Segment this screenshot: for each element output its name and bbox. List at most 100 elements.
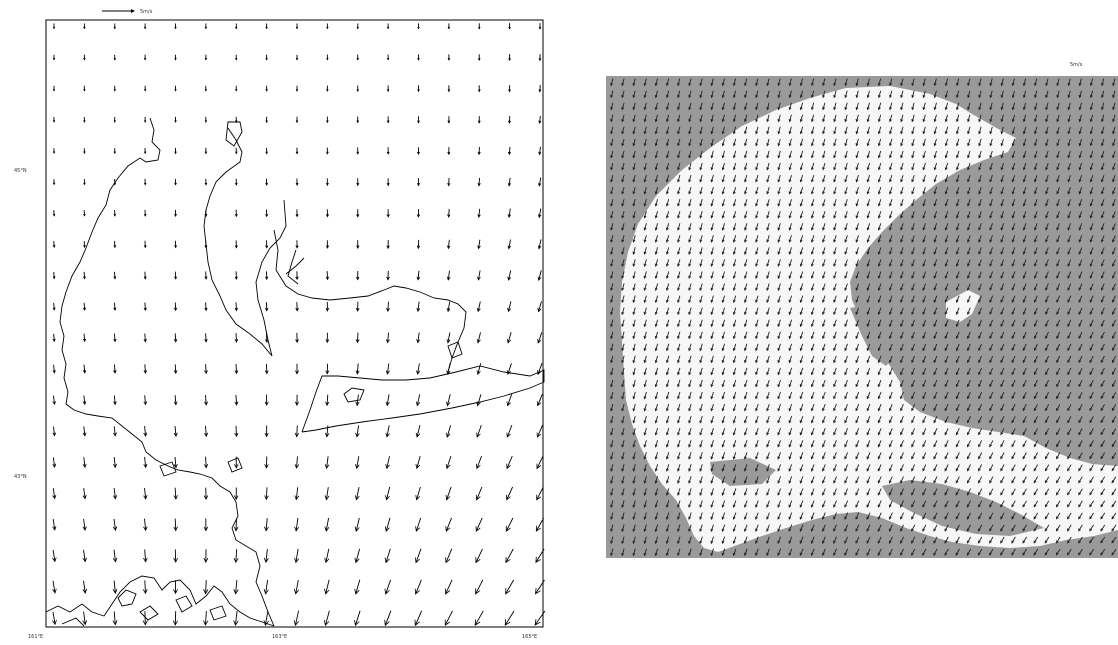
wind-arrow [1100, 307, 1105, 316]
wind-arrow [264, 518, 269, 532]
wind-arrow [922, 102, 926, 111]
wind-arrow [677, 379, 681, 388]
wind-arrow [944, 343, 949, 352]
wind-arrow [933, 476, 938, 484]
wind-arrow [799, 440, 804, 448]
wind-arrow [632, 524, 636, 533]
wind-arrow [955, 476, 960, 484]
wind-arrow [900, 391, 904, 400]
wind-arrow [621, 391, 625, 400]
wind-arrow [978, 319, 982, 328]
wind-arrow [1067, 343, 1072, 352]
wind-arrow [113, 302, 117, 311]
wind-arrow [265, 23, 268, 30]
wind-arrow [665, 488, 670, 496]
wind-arrow [978, 307, 982, 316]
wind-arrow [744, 331, 748, 340]
wind-arrow [744, 102, 748, 111]
wind-arrow [877, 211, 882, 219]
wind-arrow [654, 78, 658, 87]
wind-arrow [1101, 102, 1105, 111]
wind-arrow [877, 186, 882, 195]
wind-arrow [755, 464, 759, 472]
wind-arrow [688, 331, 692, 340]
wind-arrow [810, 512, 815, 520]
wind-arrow [295, 23, 299, 30]
wind-arrow [777, 90, 781, 99]
wind-arrow [1067, 199, 1072, 207]
wind-arrow [766, 259, 770, 267]
wind-arrow [889, 102, 893, 111]
wind-arrow [666, 78, 670, 87]
wind-arrow [944, 464, 949, 472]
wind-arrow [1056, 343, 1061, 352]
wind-arrow [1112, 271, 1116, 279]
wind-arrow [112, 487, 118, 500]
wind-arrow [900, 331, 904, 340]
wind-arrow [844, 247, 848, 255]
wind-arrow [811, 150, 815, 159]
wind-arrow [888, 428, 893, 436]
wind-arrow [822, 391, 826, 400]
wind-arrow [654, 126, 658, 135]
wind-arrow [293, 579, 300, 595]
wind-arrow [755, 162, 759, 171]
wind-arrow [777, 223, 781, 231]
wind-arrow [866, 126, 870, 135]
wind-arrow [1045, 199, 1049, 207]
wind-arrow [295, 240, 299, 249]
wind-arrow [978, 379, 983, 388]
wind-arrow [699, 283, 703, 292]
wind-arrow [900, 114, 904, 123]
wind-arrow [967, 428, 971, 436]
wind-arrow [877, 138, 882, 147]
wind-arrow [1100, 319, 1105, 328]
wind-arrow [956, 90, 960, 99]
wind-arrow [855, 211, 859, 219]
wind-arrow [1034, 102, 1038, 111]
wind-arrow [955, 259, 960, 267]
wind-arrow [113, 85, 116, 92]
wind-arrow [855, 536, 860, 544]
wind-arrow [234, 302, 238, 312]
wind-arrow [665, 295, 670, 304]
wind-arrow [944, 90, 949, 99]
wind-arrow [1056, 464, 1061, 472]
wind-arrow [766, 319, 770, 328]
wind-arrow [1011, 283, 1016, 291]
wind-arrow [744, 223, 748, 231]
wind-arrow [688, 283, 692, 292]
wind-arrow [732, 512, 737, 520]
wind-arrow [967, 416, 971, 424]
wind-arrow [1022, 247, 1027, 255]
wind-arrow [1089, 223, 1094, 231]
wind-arrow [788, 500, 793, 508]
wind-arrow [822, 331, 826, 340]
wind-arrow [621, 367, 625, 376]
wind-arrow [721, 126, 725, 135]
wind-arrow [1022, 102, 1027, 111]
wind-arrow [416, 332, 421, 344]
wind-arrow [900, 500, 904, 508]
wind-arrow [355, 394, 360, 407]
wind-arrow [877, 126, 882, 135]
wind-arrow [833, 488, 837, 496]
wind-arrow [1067, 391, 1072, 400]
wind-arrow [1056, 187, 1060, 195]
wind-arrow [710, 138, 714, 147]
wind-arrow [632, 452, 636, 460]
wind-arrow [204, 85, 208, 92]
wind-arrow [889, 223, 893, 231]
wind-arrow [833, 548, 837, 556]
wind-arrow [295, 147, 299, 155]
wind-arrow [1045, 211, 1049, 219]
wind-arrow [1045, 138, 1049, 147]
wind-arrow [799, 452, 804, 460]
wind-arrow [766, 548, 770, 557]
wind-arrow [721, 355, 726, 364]
wind-arrow [1067, 211, 1072, 219]
wind-arrow [755, 150, 759, 159]
wind-arrow [822, 403, 826, 412]
wind-arrow [710, 440, 714, 448]
wind-arrow [610, 440, 614, 448]
